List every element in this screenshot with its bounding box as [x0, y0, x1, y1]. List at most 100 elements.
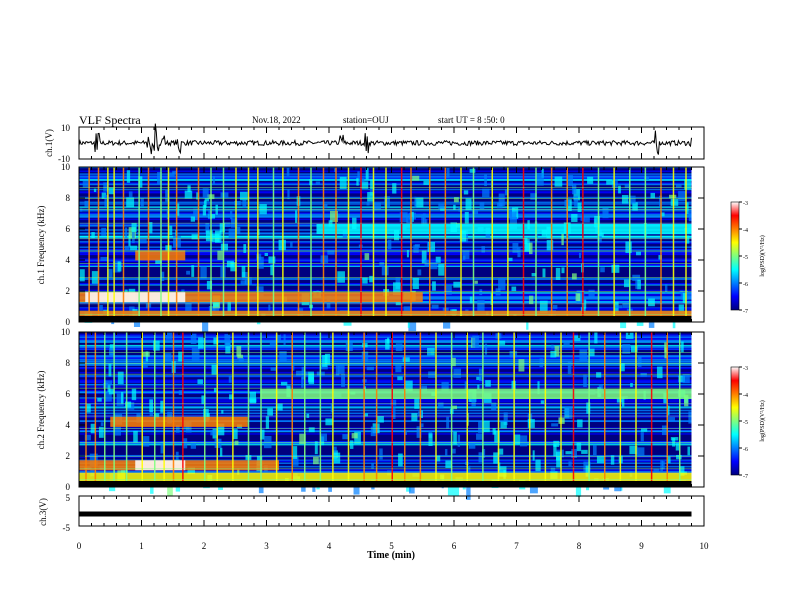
noise-patch — [464, 381, 468, 390]
noise-line — [79, 381, 692, 383]
noise-patch — [417, 269, 422, 276]
noise-patch — [682, 374, 690, 384]
noise-patch — [625, 241, 632, 254]
noise-patch — [687, 446, 691, 456]
xtick-label: 0 — [77, 541, 82, 551]
ch1-spectrogram-yticks: 0 2 4 6 8 10 — [61, 162, 704, 327]
noise-patch — [258, 486, 264, 494]
noise-patch — [587, 176, 594, 184]
noise-patch — [438, 263, 445, 276]
noise-patch — [212, 175, 215, 184]
noise-patch — [406, 250, 409, 258]
noise-patch — [576, 290, 585, 304]
noise-patch — [182, 438, 188, 449]
low-frequency-band — [79, 481, 692, 487]
noise-patch — [301, 377, 304, 388]
sferic-spike — [450, 332, 453, 487]
noise-patch — [265, 416, 270, 430]
noise-patch — [678, 375, 685, 383]
ytick-label: 10 — [61, 327, 71, 337]
noise-patch — [208, 210, 212, 219]
noise-patch — [169, 225, 173, 236]
noise-patch — [477, 384, 480, 390]
time-axis-label: Time (min) — [367, 550, 415, 561]
sferic-spike — [210, 167, 212, 322]
tone-line — [79, 303, 692, 305]
noise-patch — [202, 204, 207, 216]
noise-line — [79, 462, 692, 464]
sferic-spike — [182, 332, 184, 487]
noise-patch — [113, 261, 121, 273]
noise-patch — [579, 349, 588, 361]
noise-patch — [186, 270, 191, 275]
noise-patch — [529, 295, 534, 305]
sferic-spike — [529, 332, 531, 487]
noise-patch — [299, 433, 306, 445]
noise-patch — [667, 405, 670, 416]
xtick-label: 2 — [202, 541, 207, 551]
noise-patch — [441, 381, 449, 394]
noise-patch — [190, 441, 197, 449]
sferic-spike — [85, 332, 87, 487]
noise-patch — [623, 279, 631, 288]
noise-patch — [656, 366, 663, 379]
noise-patch — [672, 317, 676, 329]
noise-patch — [582, 216, 590, 223]
ytick-label: 10 — [61, 162, 71, 172]
noise-patch — [669, 194, 677, 199]
noise-patch — [237, 468, 240, 475]
sferic-spike — [282, 167, 284, 322]
sferic-spike — [400, 167, 403, 322]
noise-patch — [237, 354, 243, 359]
noise-patch — [232, 429, 238, 440]
noise-line — [79, 440, 692, 443]
xtick-label: 4 — [327, 541, 332, 551]
noise-patch — [234, 201, 241, 206]
noise-patch — [407, 319, 410, 328]
noise-patch — [178, 390, 183, 395]
noise-patch — [341, 374, 346, 387]
sferic-spike — [429, 167, 431, 322]
noise-line — [79, 371, 692, 374]
noise-patch — [160, 271, 165, 282]
noise-patch — [629, 445, 638, 455]
noise-patch — [371, 463, 374, 469]
noise-patch — [688, 210, 694, 222]
noise-patch — [619, 363, 625, 372]
noise-patch — [220, 192, 229, 199]
noise-patch — [681, 341, 684, 353]
noise-patch — [82, 180, 90, 188]
colorbar-tick-label: -4 — [743, 393, 748, 399]
noise-line — [79, 367, 692, 370]
noise-line — [79, 433, 692, 435]
noise-patch — [240, 191, 248, 201]
tone-line — [79, 277, 692, 278]
noise-patch — [550, 350, 557, 358]
noise-patch — [640, 428, 648, 432]
noise-line — [79, 456, 692, 458]
noise-patch — [337, 271, 345, 283]
noise-patch — [635, 278, 638, 289]
noise-patch — [598, 232, 604, 237]
noise-patch — [615, 305, 623, 309]
noise-patch — [539, 358, 544, 368]
noise-patch — [84, 200, 89, 207]
noise-patch — [637, 356, 642, 367]
noise-patch — [103, 182, 109, 192]
noise-patch — [687, 292, 694, 300]
noise-patch — [301, 485, 306, 492]
noise-patch — [445, 449, 448, 457]
noise-line — [79, 442, 692, 445]
sferic-spike — [235, 167, 237, 322]
noise-patch — [357, 171, 360, 179]
noise-line — [79, 471, 692, 473]
noise-patch — [85, 403, 91, 413]
noise-patch — [330, 210, 338, 222]
emission-band — [79, 472, 692, 483]
noise-patch — [476, 433, 483, 440]
sferic-spike — [216, 332, 218, 487]
noise-patch — [565, 451, 573, 455]
noise-patch — [117, 261, 122, 272]
colorbar-label: log(PSD)(V²/Hz) — [759, 400, 766, 441]
noise-patch — [133, 430, 138, 443]
